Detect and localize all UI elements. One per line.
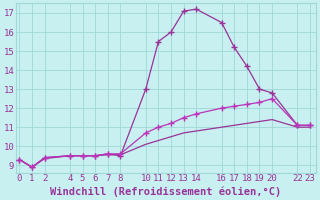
X-axis label: Windchill (Refroidissement éolien,°C): Windchill (Refroidissement éolien,°C)	[50, 186, 282, 197]
